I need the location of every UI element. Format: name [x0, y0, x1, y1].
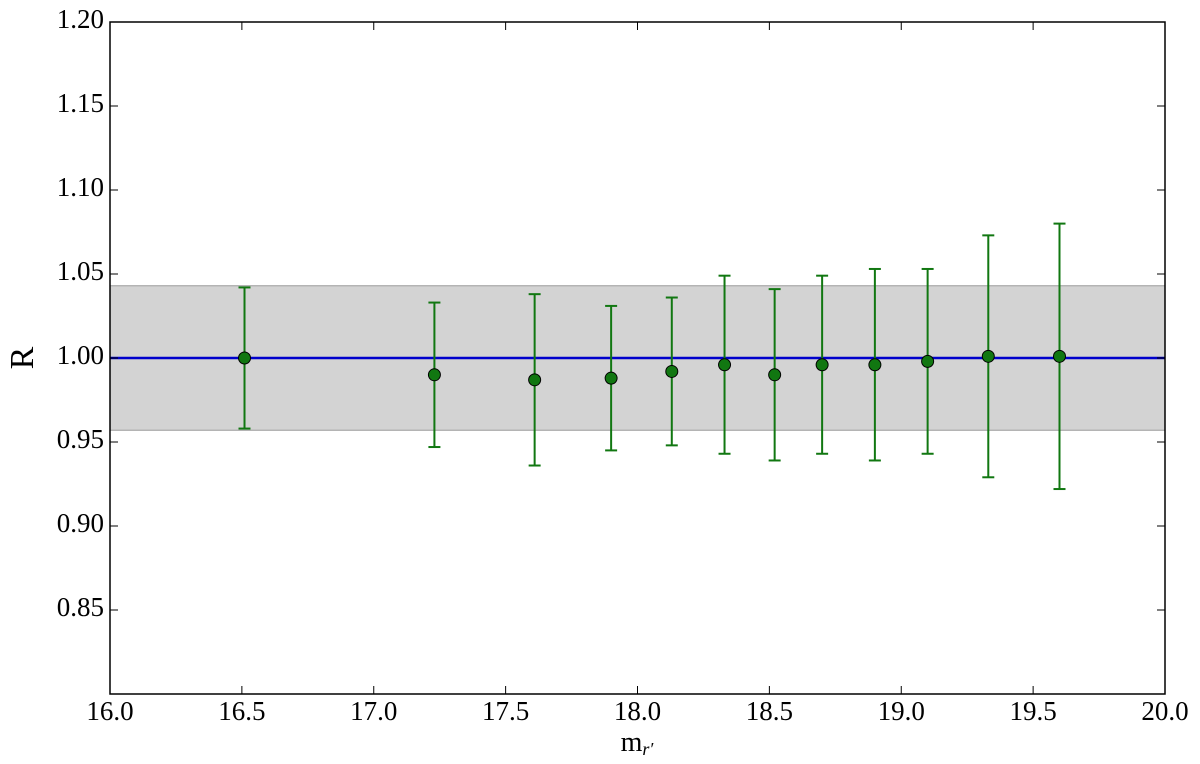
y-tick-label: 1.05 — [57, 256, 104, 286]
point — [528, 373, 542, 387]
point — [665, 364, 679, 378]
point — [815, 358, 829, 372]
x-tick-label: 16.5 — [218, 696, 265, 726]
x-axis-label-main: m — [621, 727, 643, 758]
point — [427, 368, 441, 382]
y-tick-label: 1.10 — [57, 172, 104, 202]
point — [768, 368, 782, 382]
x-tick-label: 19.5 — [1010, 696, 1057, 726]
y-tick-label: 1.15 — [57, 88, 104, 118]
x-tick-label: 17.5 — [482, 696, 529, 726]
point — [1053, 349, 1066, 363]
y-tick-label: 0.90 — [57, 508, 104, 538]
point — [718, 358, 732, 372]
x-axis-label: mr′ — [621, 727, 655, 759]
point — [981, 349, 995, 363]
point — [238, 351, 252, 365]
x-tick-label: 18.0 — [614, 696, 661, 726]
y-axis-label: R — [4, 346, 41, 369]
point — [868, 358, 882, 372]
y-tick-label: 1.20 — [57, 4, 104, 34]
y-tick-label: 1.00 — [57, 340, 104, 370]
x-tick-label: 17.0 — [350, 696, 397, 726]
y-tick-label: 0.95 — [57, 424, 104, 454]
x-tick-label: 16.0 — [86, 696, 133, 726]
x-axis-label-sub: r′ — [642, 739, 654, 759]
x-tick-label: 19.0 — [878, 696, 925, 726]
point — [604, 371, 618, 385]
x-tick-label: 18.5 — [746, 696, 793, 726]
y-tick-label: 0.85 — [57, 592, 104, 622]
plot-frame — [109, 21, 1166, 695]
x-tick-label: 20.0 — [1141, 696, 1188, 726]
point — [921, 354, 935, 368]
